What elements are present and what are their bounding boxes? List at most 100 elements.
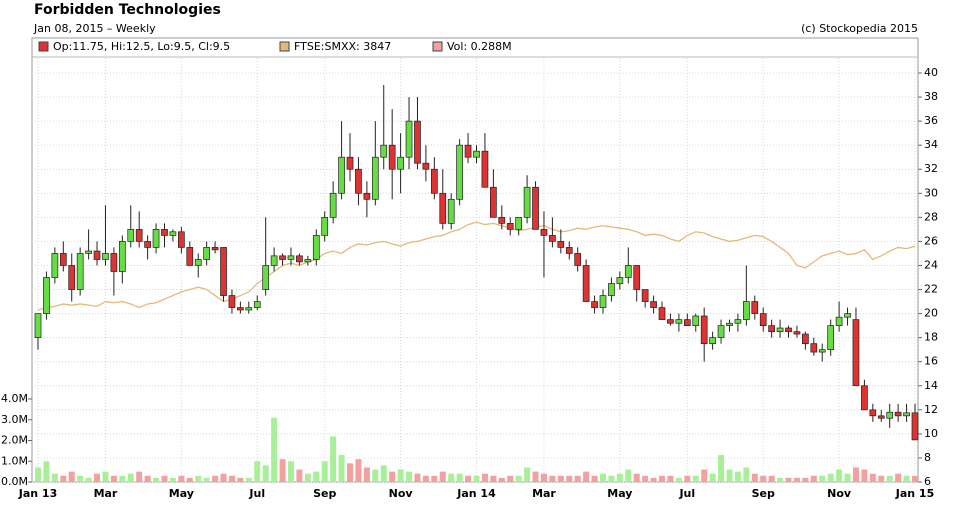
candle-body [447, 198, 455, 224]
candle-body [717, 325, 725, 338]
volume-bar [262, 465, 269, 482]
volume-bar [819, 475, 826, 482]
volume-bar [296, 469, 303, 482]
candle-body [861, 385, 868, 411]
volume-bar [659, 475, 666, 482]
candle-body [279, 255, 286, 260]
candle-body [835, 316, 843, 326]
volume-bar [734, 471, 741, 482]
candle-body [329, 192, 337, 218]
candle-body [700, 315, 708, 345]
candle-body [565, 247, 573, 254]
volume-bar [515, 475, 522, 482]
volume-bar [414, 473, 421, 482]
volume-bar [110, 475, 117, 482]
candle-body [363, 192, 371, 200]
y-tick-label: 30 [924, 186, 938, 199]
volume-bar [35, 467, 41, 482]
candle-body [161, 229, 168, 236]
credit: (c) Stockopedia 2015 [801, 22, 918, 35]
volume-bar [85, 477, 92, 482]
volume-bar [642, 475, 649, 482]
volume-bar [768, 475, 775, 482]
volume-bar [532, 471, 539, 482]
candle-body [245, 307, 253, 311]
volume-bar [743, 467, 750, 482]
x-tick-label: Jan 13 [18, 487, 57, 500]
volume-bar [203, 477, 210, 482]
candle-body [253, 301, 261, 308]
candle-body [869, 409, 877, 417]
volume-bar [574, 475, 581, 482]
candle-body [237, 307, 244, 311]
candle-body [523, 186, 531, 218]
candle-body [810, 343, 818, 353]
candle-body [152, 229, 160, 248]
volume-bar [195, 475, 202, 482]
volume-bar [827, 473, 834, 482]
candle-body [911, 412, 919, 441]
y2-tick-label: 1.0M [1, 454, 28, 467]
volume-bar [650, 477, 657, 482]
volume-bar [861, 469, 868, 482]
candle-body [683, 319, 691, 326]
volume-bar [667, 475, 674, 482]
candle-body [574, 253, 582, 266]
candle-body [118, 241, 126, 272]
volume-bar [490, 475, 497, 482]
x-tick-label: Jul [248, 487, 265, 500]
volume-bar [793, 477, 800, 482]
candle-body [102, 253, 109, 260]
candle-body [768, 325, 775, 332]
volume-bar [684, 475, 691, 482]
volume-bar [431, 475, 438, 482]
candle-body [498, 217, 506, 224]
y-tick-label: 12 [924, 403, 938, 416]
volume-bar [439, 471, 446, 482]
candle-body [734, 319, 742, 324]
candle-body [43, 277, 50, 314]
volume-bar [583, 471, 590, 482]
volume-bar [448, 473, 455, 482]
volume-bar [363, 467, 370, 482]
x-tick-label: Nov [389, 487, 414, 500]
volume-bar [751, 473, 758, 482]
y-tick-label: 36 [924, 114, 938, 127]
candle-body [51, 253, 59, 278]
candle-body [135, 229, 143, 242]
candle-body [405, 120, 413, 158]
candle-body [540, 229, 548, 236]
candle-body [178, 231, 185, 248]
volume-bar [220, 473, 227, 482]
y-tick-label: 10 [924, 427, 938, 440]
candle-body [726, 322, 733, 326]
candle-body [380, 144, 388, 158]
volume-bar [718, 455, 725, 482]
volume-bar [380, 465, 387, 482]
candle-body [194, 259, 202, 266]
candle-body [76, 253, 84, 290]
volume-bar [895, 473, 902, 482]
y2-tick-label: 3.0M [1, 413, 28, 426]
volume-bar [422, 475, 429, 482]
candle-body [759, 313, 767, 326]
candle-body [85, 250, 92, 254]
candle-body [506, 223, 514, 230]
candle-body [802, 333, 809, 345]
volume-bar [599, 473, 606, 482]
volume-bar [608, 475, 615, 482]
x-tick-label: Nov [827, 487, 852, 500]
candle-body [599, 295, 607, 308]
candle-body [549, 235, 556, 242]
y2-tick-label: 4.0M [1, 392, 28, 405]
volume-bar [169, 477, 176, 482]
volume-bar [886, 475, 893, 482]
candle-body [852, 319, 860, 387]
volume-bar [524, 467, 531, 482]
volume-bar [287, 461, 294, 482]
candle-body [894, 411, 902, 417]
candle-body [34, 313, 42, 338]
volume-bar [43, 461, 50, 482]
y2-tick-label: 0.0M [1, 475, 28, 488]
candle-body [287, 255, 295, 260]
